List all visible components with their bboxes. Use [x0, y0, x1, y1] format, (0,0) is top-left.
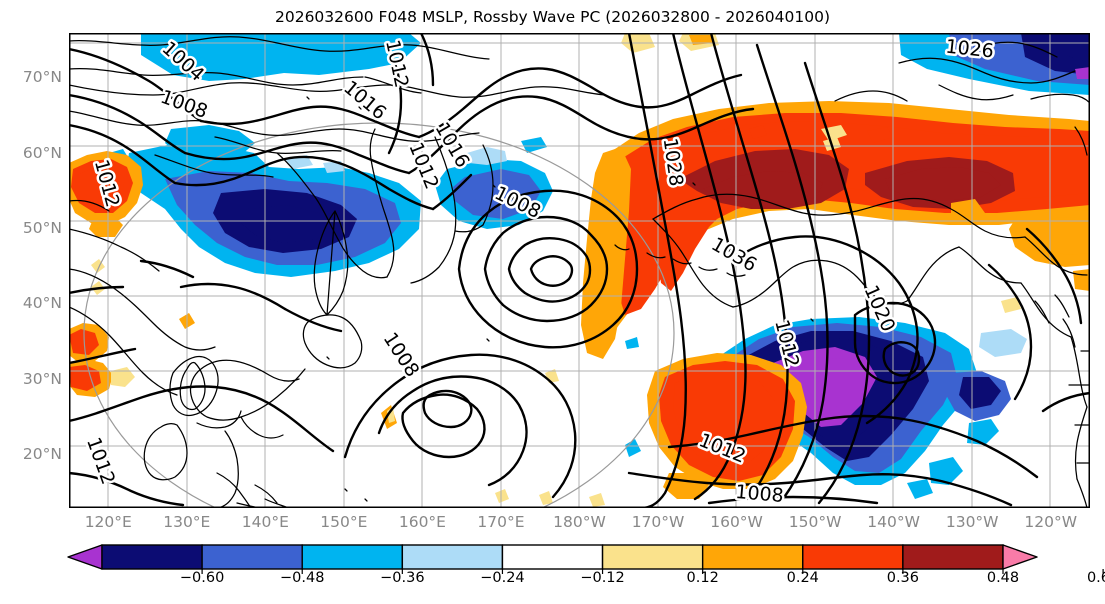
colorbar-segment [201, 544, 303, 570]
latitude-tick-label: 60°N [22, 143, 62, 162]
longitude-tick-label: 170°W [631, 513, 685, 531]
map-plot-area[interactable]: 1004 1008 1012 1016 1012 1016 1008 1028 1026 1036… [69, 33, 1090, 508]
colorbar-tick-labels: −0.60 −0.48 −0.36 −0.24 −0.12 0.12 0.24 0.36 0.4… [0, 570, 1105, 596]
longitude-tick-label: 160°E [398, 513, 446, 531]
colorbar-tick-label: −0.36 [380, 570, 425, 586]
longitude-tick-label: 130°E [163, 513, 211, 531]
colorbar-segment [401, 544, 504, 570]
longitude-tick-label: 140°W [867, 513, 920, 531]
longitude-tick-label: 180°W [553, 513, 606, 531]
colorbar-tick-label: 0.48 [986, 570, 1020, 586]
colorbar-segment [501, 544, 604, 570]
colorbar-tick-label: 0.12 [686, 570, 719, 586]
colorbar[interactable]: −0.60 −0.48 −0.36 −0.24 −0.12 0.12 0.24 0.36 0.4… [0, 542, 1105, 604]
longitude-tick-label: 140°E [241, 513, 289, 531]
plot-frame [69, 33, 1090, 508]
colorbar-tick-label: −0.24 [480, 570, 525, 586]
latitude-tick-label: 30°N [22, 369, 62, 388]
longitude-tick-label: 150°E [320, 513, 368, 531]
longitude-tick-label: 160°W [710, 513, 763, 531]
longitude-tick-label: 170°E [477, 513, 525, 531]
colorbar-tick-label: 0.60 [1086, 570, 1105, 586]
latitude-tick-label: 20°N [22, 445, 62, 464]
contour-label: 1008 [734, 481, 784, 507]
map-canvas[interactable]: 1004100810121016101210161008102810261036… [69, 33, 1090, 508]
page-title: 2026032600 F048 MSLP, Rossby Wave PC (20… [274, 8, 830, 26]
colorbar-tick-label: −0.12 [580, 570, 625, 586]
colorbar-extend-low [67, 544, 103, 570]
longitude-tick-label: 120°W [1024, 513, 1078, 531]
mslp-contours-layer [69, 33, 1090, 508]
colorbar-segment [902, 544, 1004, 570]
colorbar-segment [301, 544, 404, 570]
colorbar-tick-label: −0.48 [280, 570, 325, 586]
colorbar-tick-label: 0.36 [886, 570, 920, 586]
longitude-axis: 120°E 130°E 140°E 150°E 160°E 170°E 180°W 170°W… [69, 513, 1090, 535]
colorbar-tick-label: 0.24 [786, 570, 819, 586]
colorbar-segment [701, 544, 804, 570]
longitude-tick-label: 150°W [788, 513, 842, 531]
longitude-tick-label: 120°E [84, 513, 132, 531]
latitude-tick-label: 70°N [22, 68, 62, 87]
colorbar-tick-label: −0.60 [179, 570, 225, 586]
colorbar-segment [601, 544, 704, 570]
colorbar-extend-high [1002, 544, 1038, 570]
longitude-tick-label: 130°W [945, 513, 999, 531]
latitude-tick-label: 50°N [22, 219, 62, 238]
colorbar-swatches[interactable] [0, 542, 1105, 574]
colorbar-segment [101, 544, 203, 570]
colorbar-segment [802, 544, 904, 570]
latitude-tick-label: 40°N [22, 294, 62, 313]
